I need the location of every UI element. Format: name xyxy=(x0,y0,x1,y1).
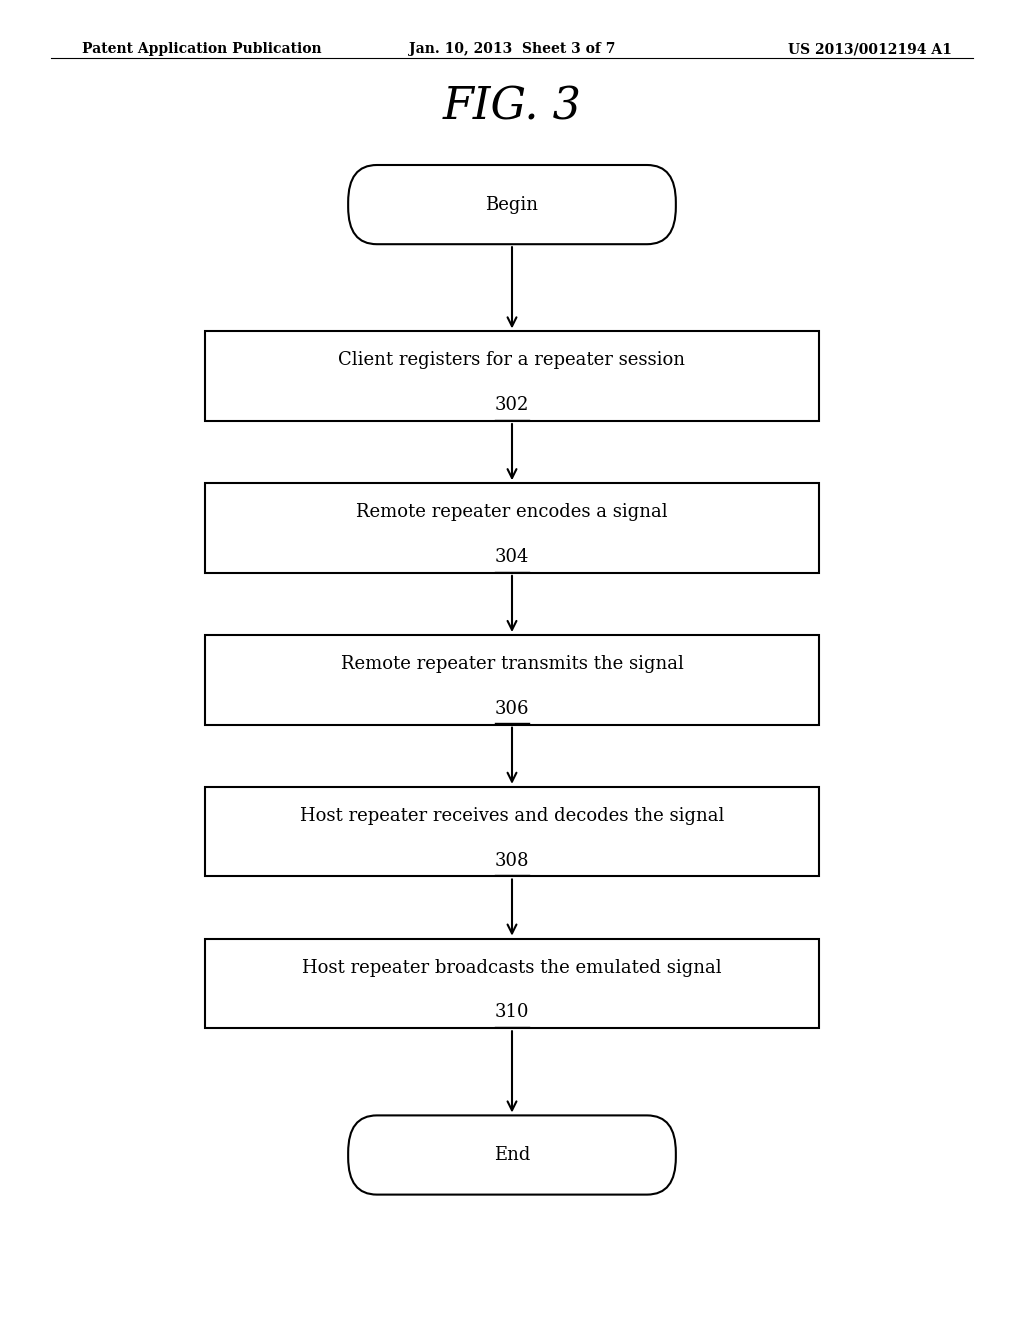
Text: FIG. 3: FIG. 3 xyxy=(442,86,582,129)
Text: Remote repeater transmits the signal: Remote repeater transmits the signal xyxy=(341,655,683,673)
Text: Begin: Begin xyxy=(485,195,539,214)
Text: Host repeater receives and decodes the signal: Host repeater receives and decodes the s… xyxy=(300,807,724,825)
Text: 302: 302 xyxy=(495,396,529,414)
FancyBboxPatch shape xyxy=(348,1115,676,1195)
Bar xyxy=(205,483,819,573)
Text: Jan. 10, 2013  Sheet 3 of 7: Jan. 10, 2013 Sheet 3 of 7 xyxy=(409,42,615,57)
Text: End: End xyxy=(494,1146,530,1164)
Text: 304: 304 xyxy=(495,548,529,566)
Text: 310: 310 xyxy=(495,1003,529,1022)
Text: Host repeater broadcasts the emulated signal: Host repeater broadcasts the emulated si… xyxy=(302,958,722,977)
Bar xyxy=(205,635,819,725)
Text: Remote repeater encodes a signal: Remote repeater encodes a signal xyxy=(356,503,668,521)
Text: 308: 308 xyxy=(495,851,529,870)
Text: 306: 306 xyxy=(495,700,529,718)
FancyBboxPatch shape xyxy=(348,165,676,244)
Bar xyxy=(205,939,819,1028)
Bar xyxy=(205,331,819,421)
Text: US 2013/0012194 A1: US 2013/0012194 A1 xyxy=(788,42,952,57)
Text: Client registers for a repeater session: Client registers for a repeater session xyxy=(339,351,685,370)
Text: Patent Application Publication: Patent Application Publication xyxy=(82,42,322,57)
Bar xyxy=(205,787,819,876)
